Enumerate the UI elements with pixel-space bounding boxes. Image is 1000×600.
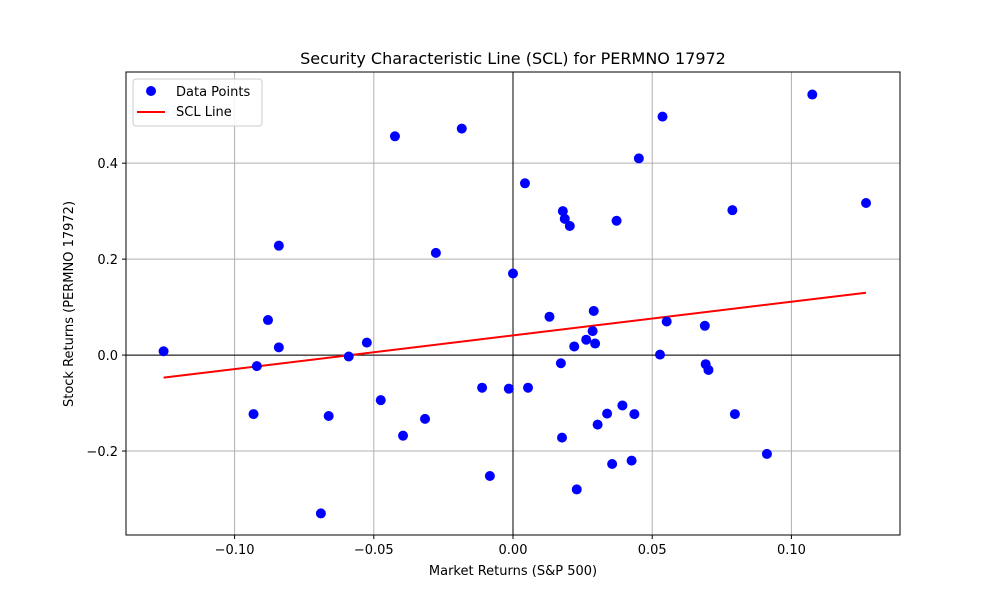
- data-point: [420, 413, 431, 424]
- reference-lines: [126, 72, 900, 535]
- data-point: [430, 247, 441, 258]
- data-point: [807, 89, 818, 100]
- legend-label-data-points: Data Points: [176, 85, 250, 100]
- data-point: [602, 408, 613, 419]
- legend: Data Points SCL Line: [132, 78, 263, 127]
- x-tick-label: 0.00: [499, 543, 528, 558]
- data-point: [251, 361, 262, 372]
- data-point: [626, 455, 637, 466]
- scl-regression-line: [163, 291, 867, 379]
- data-point: [569, 341, 580, 352]
- legend-marker-data-points: [146, 86, 156, 96]
- data-point: [590, 338, 601, 349]
- data-point: [761, 448, 772, 459]
- data-point: [273, 342, 284, 353]
- data-point: [557, 432, 567, 443]
- data-point: [607, 458, 618, 469]
- y-axis-label: Stock Returns (PERMNO 17972): [62, 201, 77, 407]
- data-point: [273, 240, 284, 251]
- data-point: [611, 215, 622, 226]
- data-points-layer: [158, 89, 872, 519]
- data-point: [361, 337, 372, 348]
- x-tick-label: 0.05: [638, 543, 667, 558]
- data-point: [699, 320, 710, 331]
- axis-ticks: −0.10 −0.05 0.00 0.05 0.10 −0.2 0.0 0.2 0.4: [86, 157, 805, 558]
- data-point: [629, 409, 640, 420]
- data-point: [703, 364, 714, 375]
- x-tick-label: −0.05: [354, 543, 394, 558]
- data-point: [315, 508, 326, 519]
- y-tick-label: −0.2: [86, 445, 118, 460]
- scl-line-layer: [163, 291, 867, 379]
- data-point: [633, 153, 644, 164]
- y-tick-label: 0.2: [97, 253, 118, 268]
- data-point: [727, 205, 738, 216]
- x-tick-label: 0.10: [777, 543, 806, 558]
- data-point: [519, 178, 530, 189]
- data-point: [375, 395, 386, 406]
- x-axis-label: Market Returns (S&P 500): [429, 564, 597, 579]
- data-point: [661, 316, 672, 327]
- data-point: [343, 351, 354, 362]
- y-tick-label: 0.0: [97, 349, 118, 364]
- data-point: [861, 197, 872, 208]
- data-point: [581, 334, 592, 345]
- data-point: [389, 131, 400, 142]
- data-point: [655, 349, 665, 360]
- data-point: [564, 221, 575, 232]
- data-point: [657, 111, 668, 122]
- data-point: [557, 206, 568, 217]
- data-point: [523, 382, 534, 393]
- data-point: [248, 409, 259, 420]
- data-point: [484, 470, 495, 481]
- data-point: [262, 315, 273, 326]
- data-point: [729, 409, 740, 420]
- x-tick-label: −0.10: [215, 543, 255, 558]
- data-point: [158, 346, 169, 357]
- data-point: [592, 419, 603, 430]
- data-point: [587, 326, 598, 337]
- data-point: [398, 430, 409, 441]
- data-point: [477, 382, 488, 393]
- chart-title: Security Characteristic Line (SCL) for P…: [300, 49, 726, 68]
- data-point: [503, 383, 514, 394]
- data-point: [588, 305, 599, 316]
- data-point: [559, 213, 570, 224]
- data-point: [555, 358, 566, 369]
- legend-box: [132, 78, 263, 127]
- y-tick-label: 0.4: [97, 157, 118, 172]
- data-point: [571, 484, 582, 495]
- data-point: [544, 311, 555, 322]
- data-point: [508, 268, 518, 279]
- data-point: [456, 123, 467, 134]
- data-point: [323, 411, 334, 422]
- legend-label-scl-line: SCL Line: [176, 105, 232, 120]
- data-point: [617, 400, 628, 411]
